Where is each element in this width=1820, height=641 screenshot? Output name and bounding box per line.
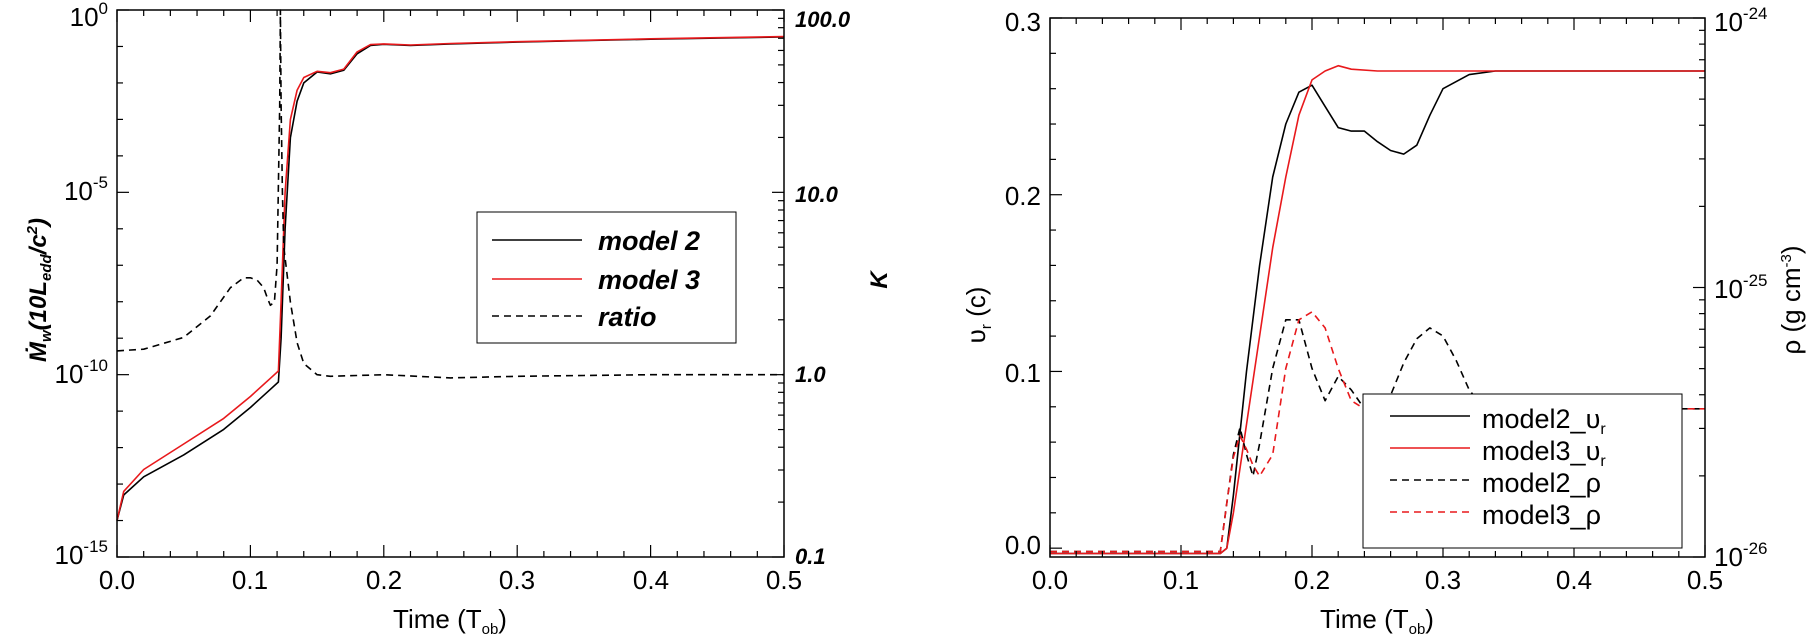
legend-label-model2-vr: model2_υr — [1482, 404, 1606, 438]
right-x-axis-label: Time (Tob) — [1320, 604, 1434, 638]
left-x-tick-label: 0.1 — [232, 565, 268, 595]
left-y-tick-label: 100 — [70, 0, 108, 32]
left-x-tick-label: 0.3 — [499, 565, 535, 595]
right-y-tick-label: 0.0 — [1005, 530, 1041, 560]
right-legend-box — [1362, 393, 1683, 549]
left-x-tick-label: 0.5 — [766, 565, 802, 595]
right-y-tick-label: 0.2 — [1005, 181, 1041, 211]
legend-label-model3-vr: model3_υr — [1482, 436, 1606, 470]
right-density-tick-labels: 10-24 10-25 10-26 — [1714, 4, 1768, 572]
density-tick-label: 10-26 — [1714, 539, 1768, 572]
right-plot-curves — [1050, 64, 1705, 555]
legend-label-model3-rho: model3_ρ — [1482, 500, 1601, 530]
right-y-tick-label: 0.1 — [1005, 358, 1041, 388]
right-x-tick-labels: 0.0 0.1 0.2 0.3 0.4 0.5 — [1032, 565, 1723, 595]
panel-left-mass-outflow: 0.0 0.1 0.2 0.3 0.4 0.5 Time (Tob) 100 1… — [24, 0, 893, 638]
series-line-model-3 — [116, 35, 785, 521]
right-x-tick-label: 0.1 — [1163, 565, 1199, 595]
legend-label-ratio: ratio — [598, 302, 657, 332]
legend-label-model-2: model 2 — [598, 226, 700, 256]
left-tick-marks — [116, 9, 785, 558]
right-x-tick-label: 0.5 — [1687, 565, 1723, 595]
right-x-tick-label: 0.2 — [1294, 565, 1330, 595]
panel-right-velocity-density: 0.0 0.1 0.2 0.3 0.4 0.5 Time (Tob) 0.3 0… — [961, 4, 1806, 638]
right-axis-tick-label: 1.0 — [795, 362, 826, 387]
right-y-tick-label: 0.3 — [1005, 7, 1041, 37]
right-x-tick-label: 0.4 — [1556, 565, 1592, 595]
legend-label-model2-rho: model2_ρ — [1482, 468, 1601, 498]
left-plot-frame — [116, 9, 785, 558]
right-legend: model2_υr model3_υr model2_ρ model3_ρ — [1362, 393, 1683, 549]
density-tick-label: 10-24 — [1714, 4, 1768, 37]
right-y-axis-label-velocity: υr (c) — [961, 287, 995, 344]
right-x-tick-label: 0.3 — [1425, 565, 1461, 595]
left-x-tick-label: 0.2 — [366, 565, 402, 595]
legend-label-model-3: model 3 — [598, 265, 700, 295]
left-legend-box — [476, 211, 737, 344]
right-y-axis-label-density: ρ (g cm-3) — [1776, 245, 1806, 354]
left-plot-curves — [116, 9, 785, 521]
left-x-tick-labels: 0.0 0.1 0.2 0.3 0.4 0.5 — [99, 565, 802, 595]
right-y-tick-labels: 0.3 0.2 0.1 0.0 — [1005, 7, 1041, 560]
right-y-axis-label-K: K — [866, 270, 893, 289]
right-axis-tick-label: 100.0 — [795, 7, 851, 32]
left-x-tick-label: 0.4 — [633, 565, 669, 595]
left-y-axis-label: Ṁw(10Ledd/c2) — [24, 218, 55, 362]
right-axis-tick-label: 10.0 — [795, 182, 839, 207]
left-y-tick-label: 10-15 — [55, 537, 109, 570]
density-tick-label: 10-25 — [1714, 271, 1768, 304]
right-x-tick-label: 0.0 — [1032, 565, 1068, 595]
right-axis-tick-label: 0.1 — [795, 544, 826, 569]
left-x-axis-label: Time (Tob) — [393, 604, 507, 638]
right-tick-marks — [1049, 17, 1706, 558]
left-y-tick-labels: 100 10-5 10-10 10-15 — [55, 0, 109, 570]
series-line-ratio — [116, 9, 784, 379]
series-line-model2_υ — [1050, 70, 1705, 555]
series-line-model3_ρ — [1050, 311, 1705, 553]
left-x-tick-label: 0.0 — [99, 565, 135, 595]
left-legend: model 2 model 3 ratio — [476, 211, 737, 344]
left-y-tick-label: 10-10 — [55, 356, 109, 389]
series-line-model3_υ — [1050, 64, 1705, 555]
left-right-axis-tick-labels: 100.0 10.0 1.0 0.1 — [795, 7, 851, 569]
left-y-tick-label: 10-5 — [64, 173, 108, 206]
